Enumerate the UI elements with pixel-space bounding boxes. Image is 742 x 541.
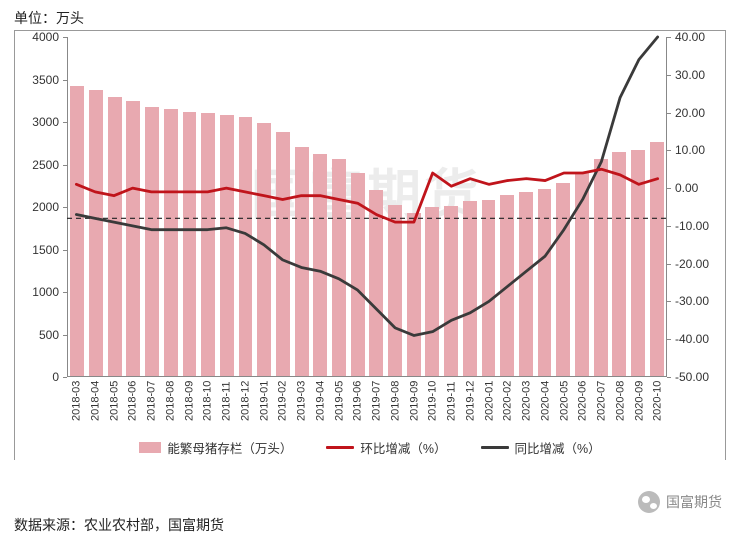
y-right-tick: -30.00 bbox=[675, 294, 709, 308]
x-tick-label: 2018-12 bbox=[236, 381, 255, 441]
x-tick-label: 2020-01 bbox=[480, 381, 499, 441]
x-tick-label: 2019-09 bbox=[405, 381, 424, 441]
legend-line1-swatch bbox=[326, 446, 354, 449]
y-right-tick: -40.00 bbox=[675, 332, 709, 346]
legend-line2-swatch bbox=[481, 446, 509, 449]
x-tick-label: 2020-06 bbox=[573, 381, 592, 441]
x-tick-label: 2018-11 bbox=[217, 381, 236, 441]
chart-container: 0 500 1000 1500 2000 2500 3000 3500 4000 -50.00 -… bbox=[14, 30, 726, 460]
x-tick-label: 2019-12 bbox=[461, 381, 480, 441]
x-tick-label: 2020-07 bbox=[592, 381, 611, 441]
x-tick-label: 2019-07 bbox=[367, 381, 386, 441]
y-right-tick: -50.00 bbox=[675, 370, 709, 384]
x-tick-label: 2019-08 bbox=[386, 381, 405, 441]
legend-item-bar: 能繁母猪存栏（万头） bbox=[139, 438, 292, 457]
x-tick-label: 2019-03 bbox=[292, 381, 311, 441]
x-tick-label: 2020-03 bbox=[517, 381, 536, 441]
x-tick-label: 2018-08 bbox=[161, 381, 180, 441]
y-axis-right: -50.00-40.00-30.00-20.00-10.000.0010.002… bbox=[671, 37, 725, 377]
y-left-tick: 4000 bbox=[32, 30, 59, 44]
x-tick-label: 2019-01 bbox=[255, 381, 274, 441]
x-tick-label: 2019-04 bbox=[311, 381, 330, 441]
legend: 能繁母猪存栏（万头） 环比增减（%） 同比增减（%） bbox=[15, 434, 725, 460]
x-tick-label: 2019-02 bbox=[273, 381, 292, 441]
wechat-icon bbox=[638, 491, 660, 513]
y-right-tick: 30.00 bbox=[675, 68, 705, 82]
y-left-tick: 3500 bbox=[32, 73, 59, 87]
x-tick-label: 2018-10 bbox=[198, 381, 217, 441]
x-tick-label: 2020-04 bbox=[536, 381, 555, 441]
y-left-tick: 2500 bbox=[32, 158, 59, 172]
y-left-tick: 3000 bbox=[32, 115, 59, 129]
x-tick-label: 2018-05 bbox=[105, 381, 124, 441]
x-tick-label: 2018-09 bbox=[180, 381, 199, 441]
source-label: 数据来源：农业农村部，国富期货 bbox=[14, 515, 224, 535]
x-tick-label: 2019-11 bbox=[442, 381, 461, 441]
x-tick-label: 2018-06 bbox=[123, 381, 142, 441]
legend-item-line1: 环比增减（%） bbox=[326, 438, 446, 457]
x-tick-label: 2020-05 bbox=[555, 381, 574, 441]
x-tick-label: 2018-07 bbox=[142, 381, 161, 441]
x-tick-label: 2019-06 bbox=[348, 381, 367, 441]
x-tick-label: 2020-10 bbox=[648, 381, 667, 441]
plot-area: 国富期货 bbox=[67, 37, 667, 377]
x-tick-label: 2018-04 bbox=[86, 381, 105, 441]
unit-label: 单位：万头 bbox=[14, 8, 84, 28]
legend-item-line2: 同比增减（%） bbox=[481, 438, 601, 457]
y-left-tick: 0 bbox=[52, 370, 59, 384]
y-right-tick: -20.00 bbox=[675, 257, 709, 271]
legend-bar-swatch bbox=[139, 442, 161, 453]
y-right-tick: 20.00 bbox=[675, 106, 705, 120]
line-yoy bbox=[76, 37, 657, 335]
x-tick-label: 2020-09 bbox=[630, 381, 649, 441]
x-tick-label: 2019-05 bbox=[330, 381, 349, 441]
y-right-tick: 0.00 bbox=[675, 181, 698, 195]
x-tick-label: 2020-02 bbox=[498, 381, 517, 441]
lines-layer bbox=[67, 37, 667, 377]
y-left-tick: 2000 bbox=[32, 200, 59, 214]
x-tick-label: 2018-03 bbox=[67, 381, 86, 441]
legend-bar-label: 能繁母猪存栏（万头） bbox=[167, 438, 292, 457]
y-left-tick: 1500 bbox=[32, 243, 59, 257]
x-tick-label: 2020-08 bbox=[611, 381, 630, 441]
y-right-tick: 40.00 bbox=[675, 30, 705, 44]
legend-line2-label: 同比增减（%） bbox=[515, 438, 601, 457]
legend-line1-label: 环比增减（%） bbox=[360, 438, 446, 457]
wechat-label: 国富期货 bbox=[666, 492, 722, 512]
x-axis-labels: 2018-032018-042018-052018-062018-072018-… bbox=[67, 381, 667, 441]
wechat-badge: 国富期货 bbox=[638, 491, 722, 513]
y-axis-left: 05001000150020002500300035004000 bbox=[15, 37, 63, 377]
x-tick-label: 2019-10 bbox=[423, 381, 442, 441]
y-left-tick: 500 bbox=[39, 328, 59, 342]
y-right-tick: -10.00 bbox=[675, 219, 709, 233]
y-left-tick: 1000 bbox=[32, 285, 59, 299]
y-right-tick: 10.00 bbox=[675, 143, 705, 157]
line-mom bbox=[76, 169, 657, 222]
